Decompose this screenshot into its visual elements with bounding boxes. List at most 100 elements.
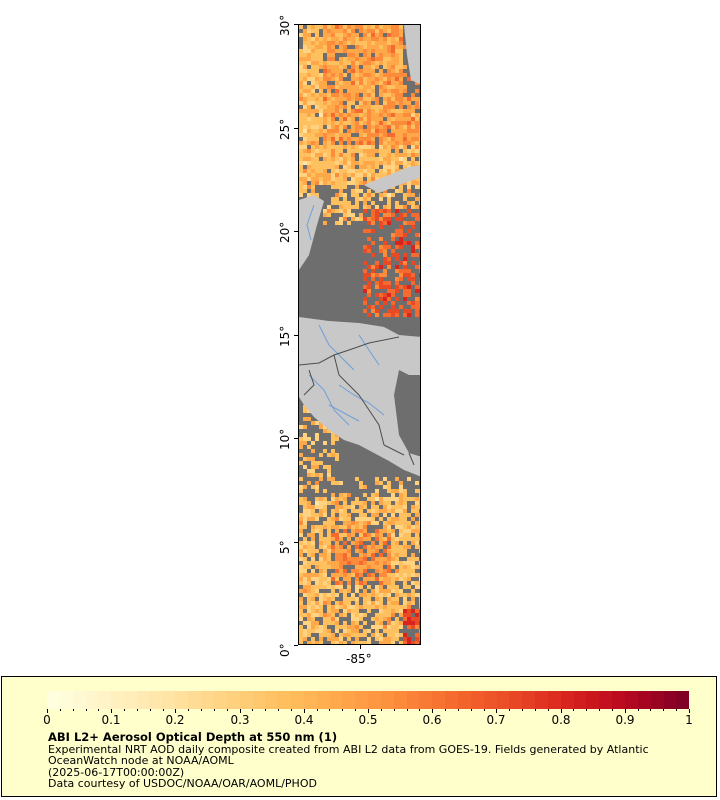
longitude-label: -85°: [346, 652, 372, 666]
colorbar-minor-tick: [329, 709, 330, 711]
colorbar-minor-tick: [291, 709, 292, 711]
colorbar-segment: [201, 691, 214, 709]
colorbar-tick-label: 0.2: [165, 713, 185, 727]
colorbar-tick-label: 0.6: [422, 713, 442, 727]
colorbar-minor-tick: [573, 709, 574, 711]
y-axis-tick: [294, 645, 298, 646]
colorbar-minor-tick: [663, 709, 664, 711]
colorbar-tick: [496, 709, 497, 713]
colorbar-segment: [573, 691, 587, 709]
colorbar-minor-tick: [676, 709, 677, 711]
colorbar-minor-tick: [317, 709, 318, 711]
colorbar-segment: [188, 691, 202, 709]
colorbar-segment: [59, 691, 73, 709]
colorbar-segment: [342, 691, 356, 709]
colorbar-segment: [175, 691, 189, 709]
colorbar-segment: [406, 691, 420, 709]
colorbar-segment: [509, 691, 523, 709]
latitude-label: 10°: [278, 428, 292, 450]
colorbar-segment: [458, 691, 471, 709]
colorbar-segment: [98, 691, 112, 709]
colorbar-minor-tick: [650, 709, 651, 711]
colorbar-segment: [470, 691, 484, 709]
colorbar-segment: [265, 691, 279, 709]
y-axis-tick: [294, 24, 298, 25]
colorbar-segment: [329, 691, 343, 709]
colorbar-minor-tick: [484, 709, 485, 711]
colorbar-minor-tick: [458, 709, 459, 711]
colorbar-segment: [291, 691, 304, 709]
colorbar-minor-tick: [188, 709, 189, 711]
colorbar-minor-tick: [586, 709, 587, 711]
colorbar-segment: [393, 691, 407, 709]
colorbar-segment: [560, 691, 574, 709]
colorbar-segment: [316, 691, 330, 709]
latitude-label: 15°: [278, 325, 292, 347]
colorbar-segment: [483, 691, 497, 709]
colorbar-tick: [561, 709, 562, 713]
legend-text: ABI L2+ Aerosol Optical Depth at 550 nm …: [48, 731, 688, 790]
colorbar-segment: [162, 691, 176, 709]
colorbar-segment: [380, 691, 394, 709]
y-axis-tick: [294, 231, 298, 232]
latitude-label: 25°: [278, 118, 292, 140]
colorbar-segment: [72, 691, 86, 709]
colorbar-minor-tick: [73, 709, 74, 711]
colorbar-tick-label: 0.3: [230, 713, 250, 727]
colorbar-tick: [689, 709, 690, 713]
colorbar-minor-tick: [278, 709, 279, 711]
colorbar-minor-tick: [535, 709, 536, 711]
colorbar-tick: [240, 709, 241, 713]
colorbar-tick-label: 0.1: [101, 713, 121, 727]
y-axis-tick: [294, 438, 298, 439]
colorbar-minor-tick: [509, 709, 510, 711]
aod-field: [299, 25, 420, 644]
colorbar-segment: [85, 691, 99, 709]
aod-map-image: [299, 25, 420, 644]
colorbar-segment: [496, 691, 510, 709]
colorbar-segment: [355, 691, 369, 709]
colorbar-minor-tick: [548, 709, 549, 711]
colorbar-segment: [419, 691, 433, 709]
colorbar-segment: [136, 691, 150, 709]
latitude-label: 20°: [278, 221, 292, 243]
colorbar-segment: [535, 691, 548, 709]
latitude-label: 30°: [278, 14, 292, 36]
colorbar-segment: [303, 691, 317, 709]
colorbar-minor-tick: [98, 709, 99, 711]
colorbar-tick-label: 0.5: [358, 713, 378, 727]
colorbar-minor-tick: [163, 709, 164, 711]
colorbar-minor-tick: [419, 709, 420, 711]
colorbar-segment: [278, 691, 292, 709]
colorbar-segment: [547, 691, 561, 709]
colorbar-segment: [522, 691, 536, 709]
colorbar-segment: [368, 691, 381, 709]
colorbar-minor-tick: [252, 709, 253, 711]
colorbar-segment: [650, 691, 664, 709]
colorbar-minor-tick: [265, 709, 266, 711]
x-axis-tick: [360, 645, 361, 649]
colorbar-segment: [445, 691, 458, 709]
colorbar: [47, 691, 690, 709]
colorbar-segment: [124, 691, 137, 709]
colorbar-minor-tick: [381, 709, 382, 711]
colorbar-minor-tick: [407, 709, 408, 711]
colorbar-segment: [239, 691, 253, 709]
colorbar-tick-label: 0.7: [486, 713, 506, 727]
colorbar-segment: [213, 691, 227, 709]
colorbar-tick-label: 0.8: [551, 713, 571, 727]
aod-map: [298, 24, 421, 645]
colorbar-segment: [663, 691, 677, 709]
colorbar-minor-tick: [214, 709, 215, 711]
colorbar-minor-tick: [201, 709, 202, 711]
colorbar-segment: [47, 691, 60, 709]
y-axis-tick: [294, 335, 298, 336]
colorbar-tick: [432, 709, 433, 713]
colorbar-tick: [625, 709, 626, 713]
colorbar-segment: [612, 691, 625, 709]
colorbar-minor-tick: [445, 709, 446, 711]
colorbar-minor-tick: [522, 709, 523, 711]
colorbar-minor-tick: [86, 709, 87, 711]
colorbar-tick: [175, 709, 176, 713]
colorbar-segment: [586, 691, 600, 709]
